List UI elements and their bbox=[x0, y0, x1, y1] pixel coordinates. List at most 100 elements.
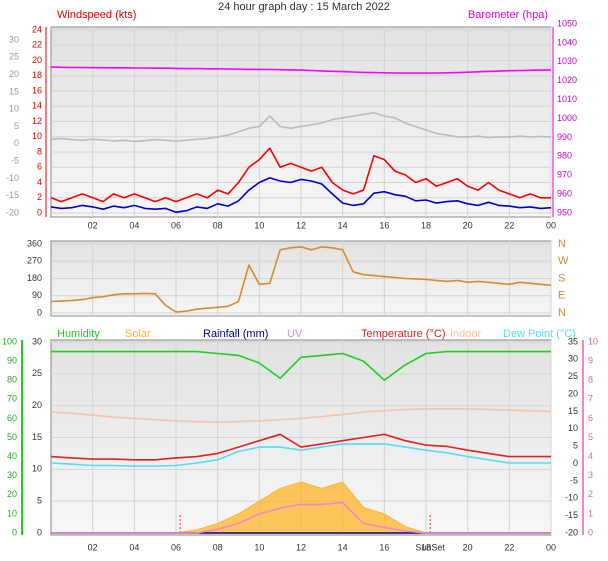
x-tick-label: 12 bbox=[296, 542, 306, 552]
series-line bbox=[50, 147, 551, 203]
y2-tick-label: 35 bbox=[568, 336, 578, 346]
y4-tick-label: 8 bbox=[588, 375, 593, 385]
y2-tick-label: 0 bbox=[573, 458, 578, 468]
y-tick-label: 8 bbox=[37, 146, 42, 156]
series-line bbox=[51, 501, 551, 534]
y3-tick-label: 15 bbox=[9, 86, 19, 96]
y-tick-label: 4 bbox=[37, 177, 42, 187]
y2-tick-label: 15 bbox=[568, 406, 578, 416]
series-line bbox=[50, 66, 551, 74]
y2-tick-label: 960 bbox=[557, 188, 572, 198]
y3-tick-label: 90 bbox=[7, 355, 17, 365]
series-line bbox=[50, 246, 552, 313]
y-tick-label: 90 bbox=[32, 290, 42, 300]
y-axis-label: Windspeed (kts) bbox=[57, 9, 136, 21]
y3-tick-label: 100 bbox=[2, 336, 17, 346]
x-tick-label: 10 bbox=[254, 542, 264, 552]
y4-tick-label: 4 bbox=[588, 451, 593, 461]
x-tick-label: 06 bbox=[171, 542, 181, 552]
y3-tick-label: 10 bbox=[7, 508, 17, 518]
y2-tick-label: 950 bbox=[557, 207, 572, 217]
series-line bbox=[50, 177, 552, 213]
x-tick-label: 16 bbox=[379, 542, 389, 552]
y3-tick-label: -10 bbox=[6, 173, 19, 183]
y-tick-label: 15 bbox=[32, 432, 42, 442]
x-tick-label: 14 bbox=[338, 220, 348, 230]
y4-tick-label: 6 bbox=[588, 413, 593, 423]
y3-tick-label: -5 bbox=[11, 155, 19, 165]
y2-tick-label: 1020 bbox=[557, 75, 577, 85]
y4-tick-label: 1 bbox=[588, 508, 593, 518]
y4-tick-label: 3 bbox=[588, 470, 593, 480]
y2-tick-label: 25 bbox=[568, 371, 578, 381]
y3-tick-label: 30 bbox=[9, 34, 19, 44]
x-tick-label: 02 bbox=[88, 542, 98, 552]
y3-tick-label: 5 bbox=[14, 121, 19, 131]
y2-tick-label: -15 bbox=[565, 510, 578, 520]
y4-tick-label: 5 bbox=[588, 432, 593, 442]
y-tick-label: 20 bbox=[32, 400, 42, 410]
x-tick-label: 14 bbox=[338, 542, 348, 552]
y3-tick-label: 60 bbox=[7, 413, 17, 423]
series-line bbox=[51, 350, 551, 381]
y3-tick-label: -20 bbox=[6, 207, 19, 217]
y-tick-label: 10 bbox=[32, 131, 42, 141]
series-line bbox=[50, 443, 551, 467]
y2-tick-label: -10 bbox=[565, 493, 578, 503]
legend-label: Solar bbox=[125, 328, 151, 340]
y-tick-label: 360 bbox=[27, 238, 42, 248]
y3-tick-label: 20 bbox=[7, 489, 17, 499]
y2-tick-label: 30 bbox=[568, 354, 578, 364]
y4-tick-label: 10 bbox=[588, 336, 598, 346]
x-tick-label: 20 bbox=[463, 542, 473, 552]
y2-tick-label: 1010 bbox=[557, 94, 577, 104]
legend-label: Indoor bbox=[450, 328, 482, 340]
y2-tick-label: S bbox=[558, 272, 565, 284]
legend-label: UV bbox=[287, 328, 303, 340]
x-tick-label: 00 bbox=[546, 542, 556, 552]
y4-tick-label: 7 bbox=[588, 394, 593, 404]
x-tick-label: 00 bbox=[546, 220, 556, 230]
x-tick-label: 08 bbox=[213, 220, 223, 230]
y4-tick-label: 2 bbox=[588, 489, 593, 499]
y3-tick-label: 25 bbox=[9, 52, 19, 62]
y-tick-label: 16 bbox=[32, 85, 42, 95]
y-tick-label: 6 bbox=[37, 162, 42, 172]
y-tick-label: 18 bbox=[32, 70, 42, 80]
x-tick-label: 02 bbox=[88, 220, 98, 230]
y-tick-label: 0 bbox=[37, 207, 42, 217]
x-tick-label: 22 bbox=[504, 542, 514, 552]
y-tick-label: 5 bbox=[37, 496, 42, 506]
y2-tick-label: E bbox=[558, 290, 565, 302]
annotation-label: SunSet bbox=[415, 542, 445, 552]
y3-tick-label: 10 bbox=[9, 104, 19, 114]
y-tick-label: 0 bbox=[37, 527, 42, 537]
legend-label: Humidity bbox=[57, 328, 100, 340]
y4-tick-label: 0 bbox=[588, 527, 593, 537]
series-line bbox=[50, 111, 552, 143]
y3-tick-label: 20 bbox=[9, 69, 19, 79]
x-tick-label: 12 bbox=[296, 220, 306, 230]
y2-tick-label: 10 bbox=[568, 423, 578, 433]
x-tick-label: 22 bbox=[504, 220, 514, 230]
y-tick-label: 22 bbox=[32, 40, 42, 50]
y-tick-label: 14 bbox=[32, 101, 42, 111]
y-tick-label: 270 bbox=[27, 256, 42, 266]
y3-tick-label: 30 bbox=[7, 470, 17, 480]
x-tick-label: 04 bbox=[129, 220, 139, 230]
y-tick-label: 30 bbox=[32, 336, 42, 346]
legend-label: Rainfall (mm) bbox=[203, 328, 268, 340]
legend-label: Temperature (°C) bbox=[361, 328, 445, 340]
series-line bbox=[50, 433, 551, 461]
y3-tick-label: 70 bbox=[7, 394, 17, 404]
y2-tick-label: -20 bbox=[565, 527, 578, 537]
y4-tick-label: 9 bbox=[588, 355, 593, 365]
y-tick-label: 25 bbox=[32, 368, 42, 378]
x-tick-label: 16 bbox=[379, 220, 389, 230]
y3-tick-label: 80 bbox=[7, 375, 17, 385]
y2-tick-label: 990 bbox=[557, 132, 572, 142]
y-tick-label: 2 bbox=[37, 192, 42, 202]
x-tick-label: 20 bbox=[463, 220, 473, 230]
y-tick-label: 20 bbox=[32, 55, 42, 65]
